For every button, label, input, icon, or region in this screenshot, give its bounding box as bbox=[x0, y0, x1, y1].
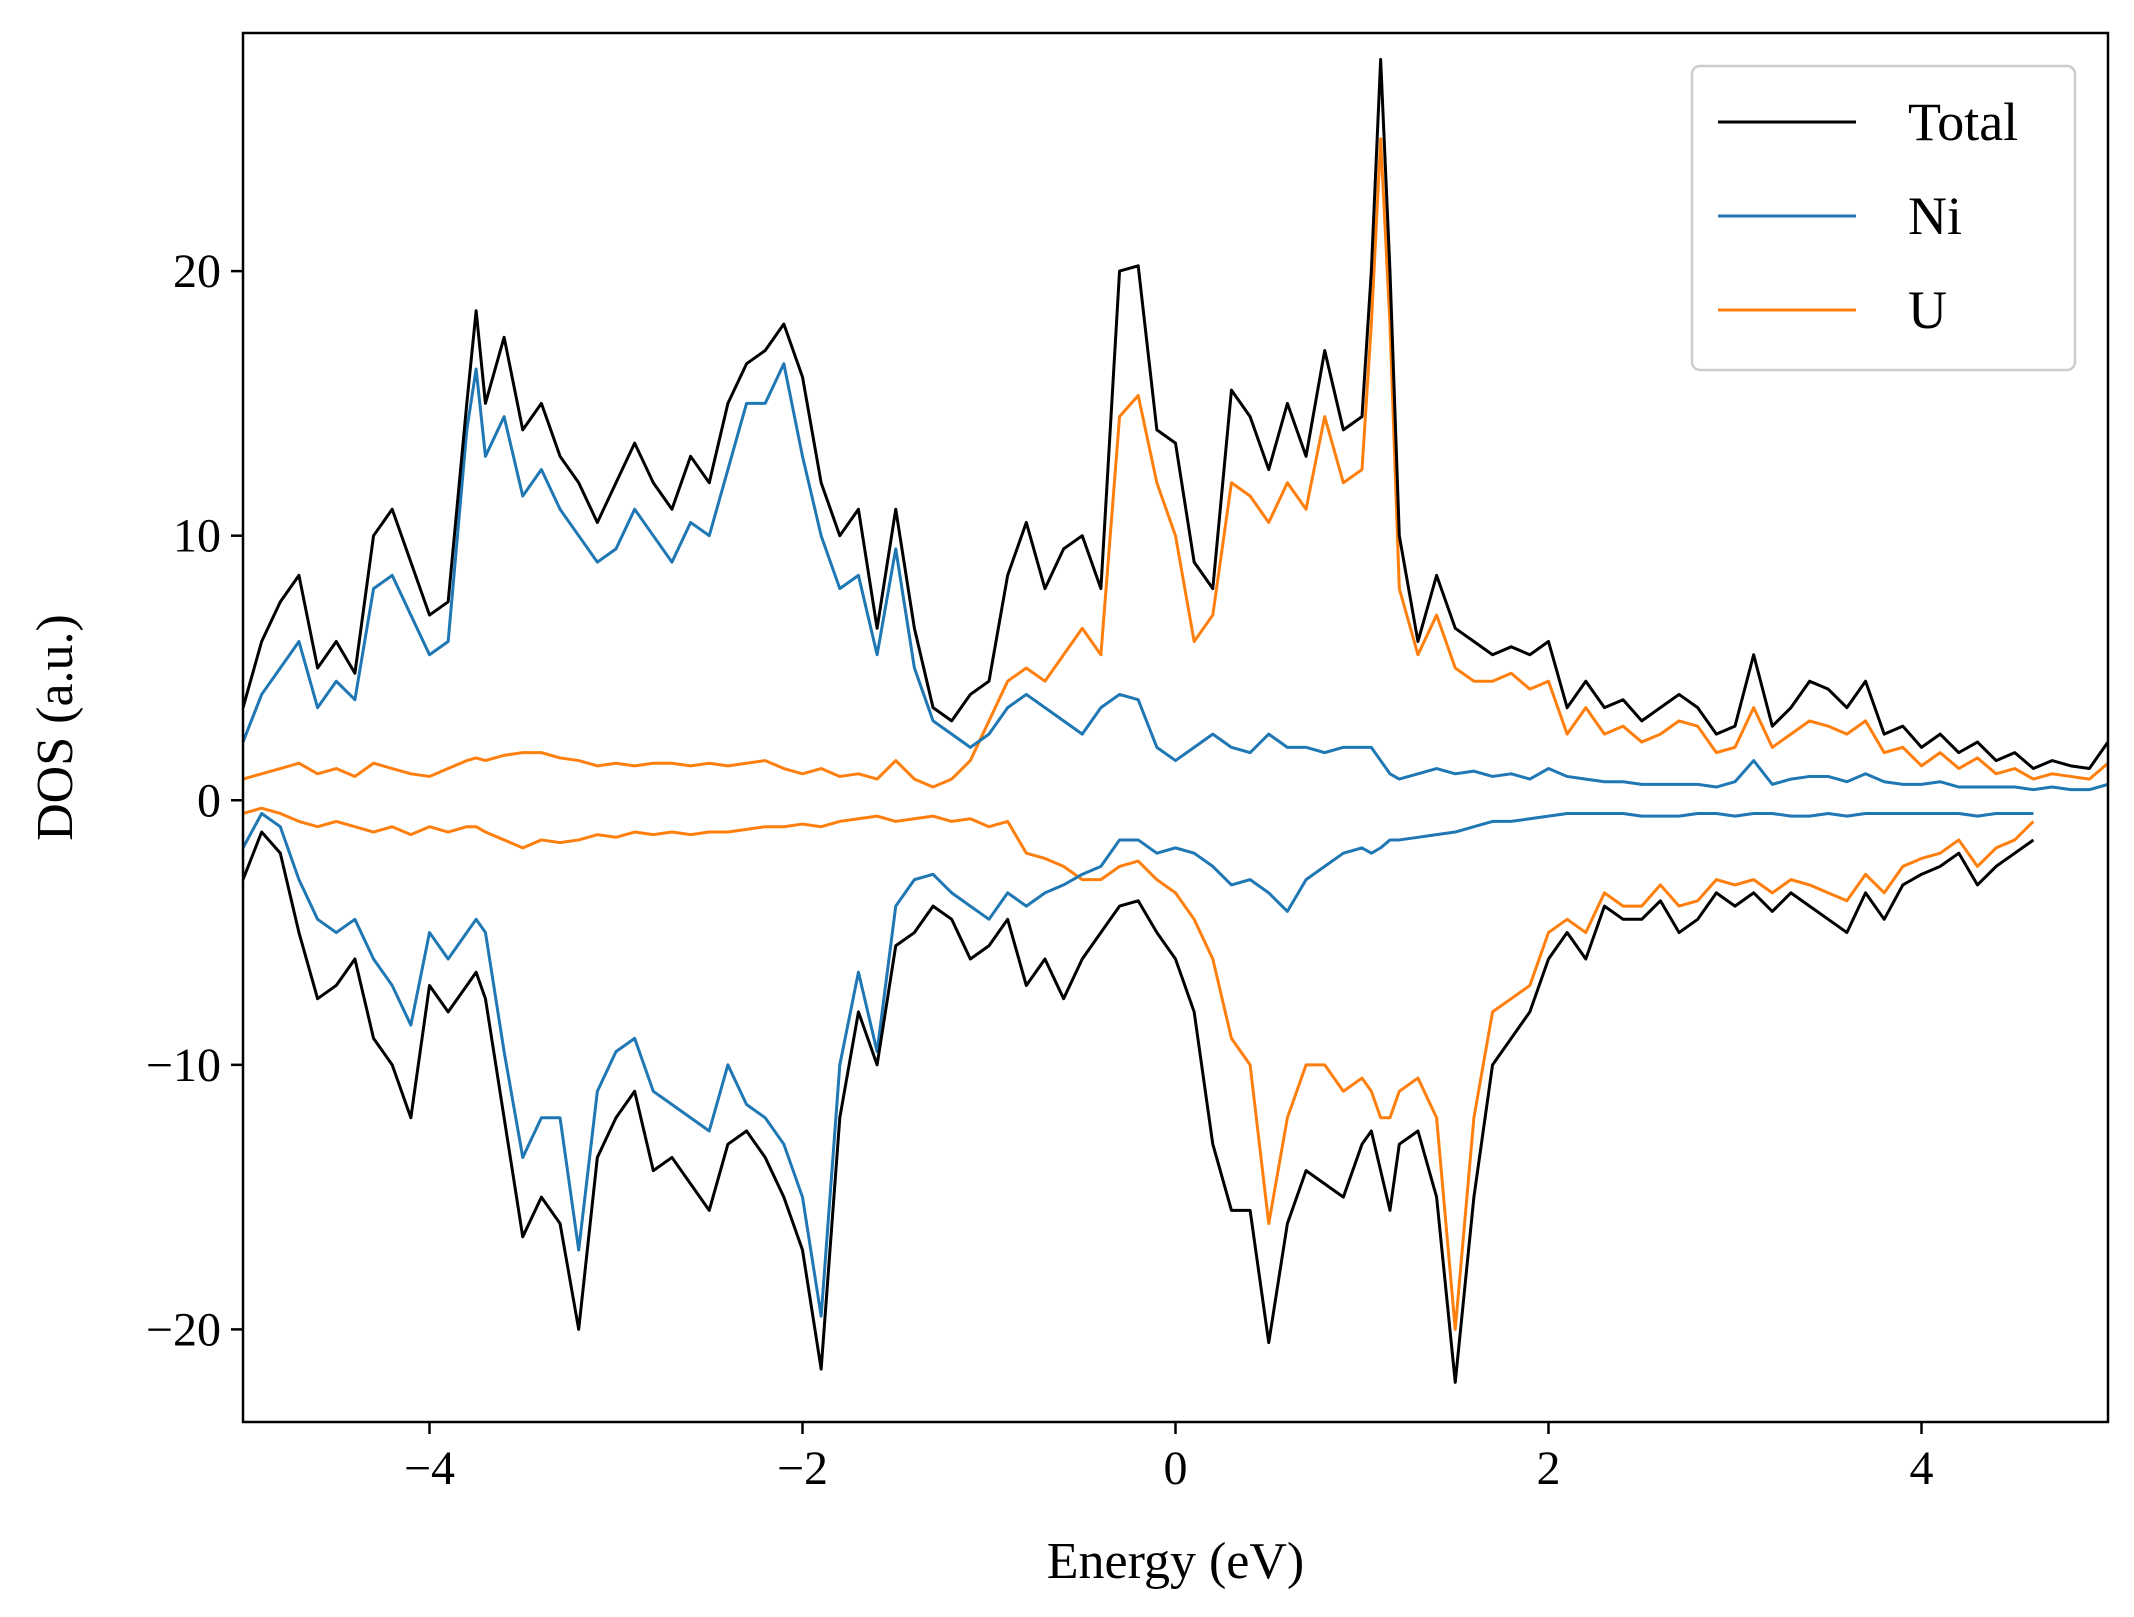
x-tick-label: 2 bbox=[1537, 1442, 1561, 1495]
y-ticks: −20 −10 0 10 20 bbox=[146, 245, 243, 1356]
series-line-u-up bbox=[243, 137, 2108, 789]
y-tick-label: −20 bbox=[146, 1303, 221, 1356]
series-line-ni-up bbox=[243, 362, 2108, 792]
legend-label-total: Total bbox=[1908, 92, 2018, 152]
x-tick-label: 0 bbox=[1164, 1442, 1188, 1495]
legend-box bbox=[1690, 64, 2077, 372]
legend-label-ni: Ni bbox=[1908, 186, 1962, 246]
series-line-total-down bbox=[243, 830, 2035, 1384]
series-layer bbox=[243, 57, 2108, 1384]
y-tick-label: 10 bbox=[173, 510, 221, 563]
legend: Total Ni U bbox=[1690, 64, 2077, 372]
x-tick-label: −4 bbox=[404, 1442, 455, 1495]
y-tick-label: −10 bbox=[146, 1039, 221, 1092]
x-axis-label: Energy (eV) bbox=[1047, 1533, 1305, 1590]
series-line-total-up bbox=[243, 57, 2108, 771]
y-axis-label: DOS (a.u.) bbox=[27, 614, 84, 841]
y-tick-label: 0 bbox=[197, 774, 221, 827]
x-ticks: −4 −2 0 2 4 bbox=[404, 1422, 1934, 1495]
x-tick-label: 4 bbox=[1910, 1442, 1934, 1495]
legend-label-u: U bbox=[1908, 280, 1947, 340]
x-tick-label: −2 bbox=[777, 1442, 828, 1495]
series-line-u-down bbox=[243, 806, 2035, 1331]
series-line-ni-down bbox=[243, 811, 2034, 1318]
y-tick-label: 20 bbox=[173, 245, 221, 298]
